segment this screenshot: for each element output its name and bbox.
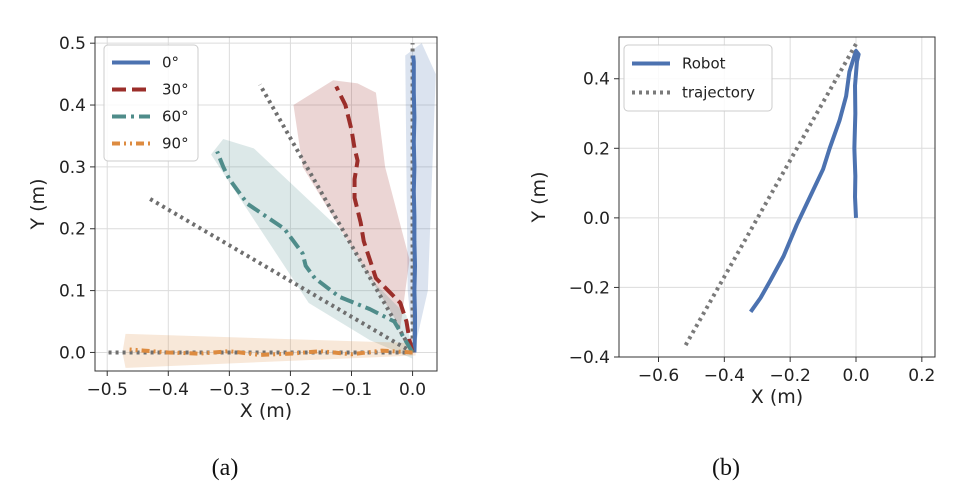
panel-caption: (a) — [212, 455, 239, 481]
x-tick-label: −0.4 — [148, 380, 189, 400]
y-tick-label: 0.4 — [59, 96, 86, 116]
x-tick-label: 0.0 — [399, 380, 426, 400]
reference-line-1 — [258, 83, 415, 354]
panel-a: −0.5 −0.4 −0.3 −0.2 −0.1 0.0 0.0 0.1 0.2 0.3 0.4 0.… — [27, 34, 438, 481]
legend-label-0: 0° — [162, 54, 179, 72]
axes-frame — [618, 36, 936, 358]
legend-label-1: 30° — [162, 81, 189, 99]
series-line-3 — [128, 347, 413, 357]
x-tick-label: −0.4 — [704, 366, 745, 386]
series-line-0 — [749, 48, 861, 313]
x-tick-label: 0.0 — [842, 366, 869, 386]
x-tick-label: 0.2 — [908, 366, 935, 386]
y-tick-label: 0.2 — [583, 139, 610, 159]
x-tick-label: −0.3 — [209, 380, 250, 400]
legend-label-2: 60° — [162, 108, 189, 126]
x-tick-label: −0.2 — [770, 366, 811, 386]
reference-line-2 — [147, 196, 414, 355]
y-axis-label: Y (m) — [27, 179, 49, 231]
panel-b: −0.6 −0.4 −0.2 0.0 0.2 −0.4 −0.2 0.0 0.2 0.4 X (m)… — [528, 36, 936, 481]
series-band-1 — [293, 80, 410, 328]
x-axis-label: X (m) — [240, 400, 292, 422]
y-tick-label: 0.4 — [583, 70, 610, 90]
axes-frame — [94, 36, 438, 372]
series-line-1 — [683, 42, 858, 348]
y-tick-label: −0.4 — [569, 348, 610, 368]
series-line-1 — [334, 85, 415, 353]
x-axis-label: X (m) — [751, 386, 803, 408]
legend-label-3: 90° — [162, 135, 189, 153]
x-tick-label: −0.5 — [87, 380, 128, 400]
plot-area — [107, 43, 436, 368]
series-line-0 — [411, 55, 418, 353]
y-tick-label: −0.2 — [569, 278, 610, 298]
plot-area — [683, 42, 861, 348]
legend-box — [103, 44, 199, 162]
series-band-2 — [211, 139, 413, 359]
y-tick-label: 0.2 — [59, 220, 86, 240]
y-tick-label: 0.3 — [59, 158, 86, 178]
x-tick-label: −0.2 — [270, 380, 311, 400]
x-tick-label: −0.6 — [638, 366, 679, 386]
y-axis-label: Y (m) — [528, 172, 550, 224]
y-tick-label: 0.1 — [59, 282, 86, 302]
series-band-0 — [405, 43, 436, 353]
x-tick-label: −0.1 — [331, 380, 372, 400]
legend-label-0: Robot — [682, 55, 726, 73]
y-tick-label: 0.0 — [583, 209, 610, 229]
panel-caption: (b) — [712, 455, 740, 481]
legend-label-1: trajectory — [682, 84, 755, 102]
series-band-3 — [122, 333, 416, 368]
y-tick-label: 0.0 — [59, 343, 86, 363]
series-line-2 — [215, 150, 415, 354]
y-tick-label: 0.5 — [59, 34, 86, 54]
